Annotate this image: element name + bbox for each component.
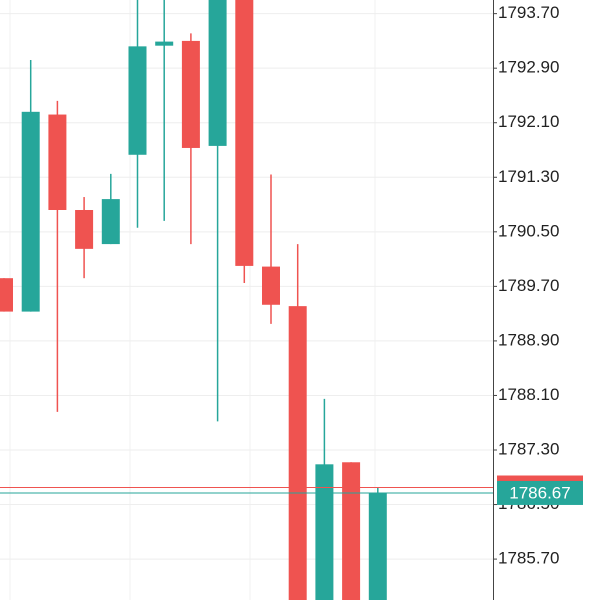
y-tick-label: 1791.30 <box>498 167 559 186</box>
y-tick-label: 1789.70 <box>498 276 559 295</box>
candle-body <box>128 46 147 155</box>
price-tag <box>497 480 583 505</box>
price-tags: 1786.67 <box>497 475 583 505</box>
candle-body <box>235 0 254 266</box>
candle-body <box>342 462 361 600</box>
candle-body <box>181 40 200 148</box>
candle-body <box>21 111 40 312</box>
y-tick-label: 1788.90 <box>498 330 559 349</box>
candle-body <box>0 278 13 312</box>
candle-body <box>368 492 387 600</box>
y-tick-label: 1785.70 <box>498 549 559 568</box>
candle-body <box>262 266 280 305</box>
candle-body <box>48 114 67 210</box>
candle-body <box>208 0 227 146</box>
candle-body <box>75 210 94 249</box>
plot-area <box>0 0 493 600</box>
candle-body <box>315 464 334 600</box>
y-tick-label: 1792.90 <box>498 58 559 77</box>
candle-body <box>101 199 120 245</box>
y-tick-label: 1792.10 <box>498 112 559 131</box>
price-tag-label: 1786.67 <box>509 483 570 502</box>
y-axis: 1793.70 1792.90 1792.10 1791.30 1790.50 1789.… <box>493 3 559 568</box>
y-tick-label: 1788.10 <box>498 385 559 404</box>
y-tick-label: 1793.70 <box>498 3 559 22</box>
y-tick-label: 1787.30 <box>498 439 559 458</box>
candle-body <box>288 306 307 600</box>
y-tick-label: 1790.50 <box>498 221 559 240</box>
candle-body <box>155 41 174 46</box>
